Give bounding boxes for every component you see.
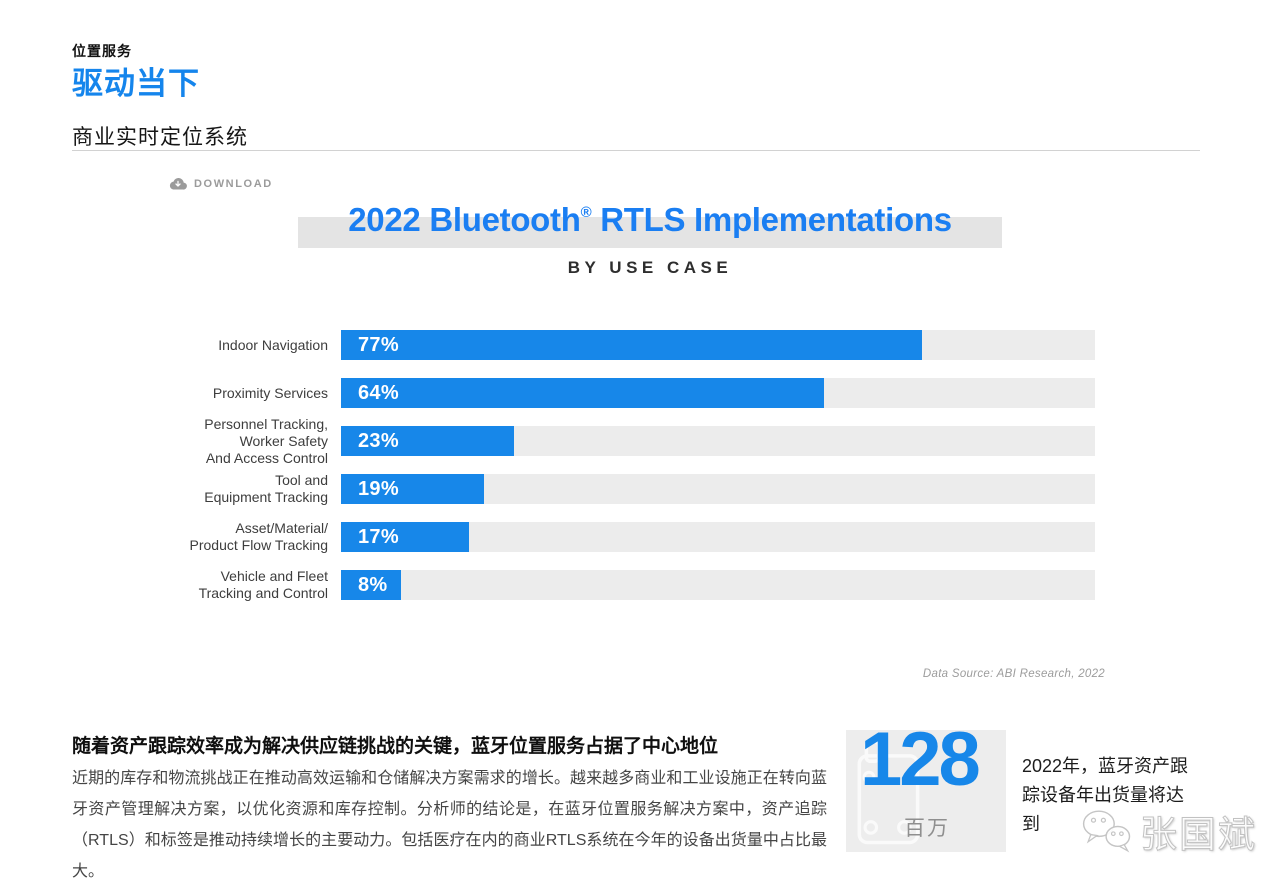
asset-tag-icon	[857, 740, 920, 845]
download-cloud-icon	[169, 177, 187, 191]
stat-caption: 2022年，蓝牙资产跟 踪设备年出货量将达 到	[1022, 756, 1189, 834]
bar-label: Tool and Equipment Tracking	[204, 472, 328, 505]
bar-fill: 17%	[341, 522, 470, 552]
chart-row: Proximity Services 64%	[140, 378, 1095, 408]
bar-value: 8%	[358, 574, 388, 596]
chart-row: Vehicle and Fleet Tracking and Control 8…	[140, 568, 1095, 601]
bar-fill: 8%	[341, 570, 402, 600]
chart-title-band	[298, 217, 1002, 248]
registered-mark: ®	[580, 204, 592, 221]
header-divider	[72, 150, 1200, 151]
chart-subtitle: BY USE CASE	[567, 258, 733, 277]
bar-value: 17%	[358, 526, 399, 548]
section-title: 商业实时定位系统	[72, 126, 248, 149]
stat-unit: 百万	[904, 817, 950, 840]
bar-fill: 64%	[341, 378, 824, 408]
bar-fill: 23%	[341, 426, 515, 456]
bar-label: Indoor Navigation	[218, 336, 328, 353]
bar-label: Personnel Tracking, Worker Safety And Ac…	[204, 415, 328, 466]
bar-label: Proximity Services	[212, 384, 328, 401]
bar-track: 8%	[341, 570, 1095, 600]
article-heading: 随着资产跟踪效率成为解决供应链挑战的关键，蓝牙位置服务占据了中心地位	[72, 736, 719, 757]
kicker-label: 位置服务	[72, 43, 132, 59]
bar-fill: 77%	[341, 330, 922, 360]
bar-value: 64%	[358, 382, 399, 404]
article-body: 近期的库存和物流挑战正在推动高效运输和仓储解决方案需求的增长。越来越多商业和工业…	[72, 770, 827, 880]
bar-track: 23%	[341, 426, 1095, 456]
bar-value: 77%	[358, 334, 399, 356]
bar-track: 64%	[341, 378, 1095, 408]
chart-title: 2022 Bluetooth® RTLS Implementations	[348, 201, 952, 238]
bar-value: 23%	[358, 430, 399, 452]
bar-fill: 19%	[341, 474, 485, 504]
page-title: 驱动当下	[72, 66, 200, 101]
stat-card: 128 百万	[846, 717, 1006, 852]
bar-track: 19%	[341, 474, 1095, 504]
bar-label: Asset/Material/ Product Flow Tracking	[189, 520, 329, 553]
chart-row: Asset/Material/ Product Flow Tracking 17…	[140, 520, 1095, 553]
bar-chart: Indoor Navigation 77% Proximity Services…	[140, 330, 1095, 618]
data-source-note: Data Source: ABI Research, 2022	[922, 668, 1105, 680]
download-button[interactable]: DOWNLOAD	[169, 177, 273, 191]
stat-value: 128	[860, 717, 981, 802]
bar-label: Vehicle and Fleet Tracking and Control	[198, 568, 328, 601]
bar-track: 17%	[341, 522, 1095, 552]
bar-track: 77%	[341, 330, 1095, 360]
download-label: DOWNLOAD	[194, 178, 273, 190]
chart-row: Tool and Equipment Tracking 19%	[140, 472, 1095, 505]
chart-row: Personnel Tracking, Worker Safety And Ac…	[140, 416, 1095, 466]
chart-row: Indoor Navigation 77%	[140, 330, 1095, 360]
bar-value: 19%	[358, 478, 399, 500]
